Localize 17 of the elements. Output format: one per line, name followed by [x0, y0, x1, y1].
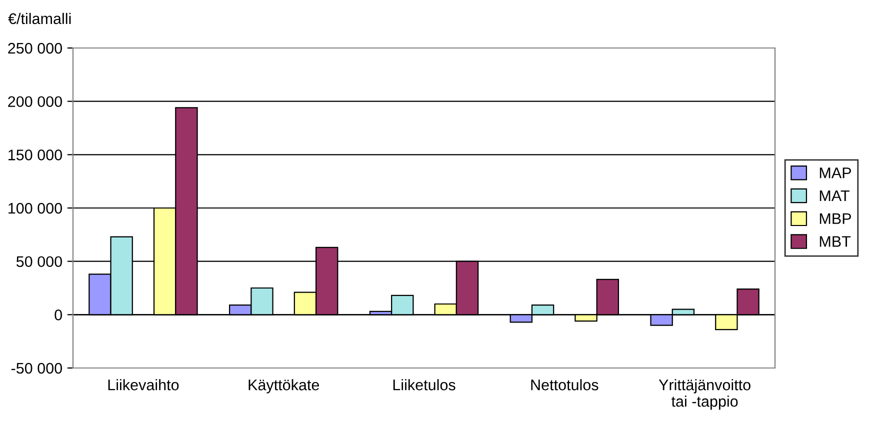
legend-label: MBT: [820, 236, 851, 247]
y-axis-title: €/tilamalli: [8, 12, 71, 24]
y-tick-label: 100 000: [8, 202, 62, 214]
legend-label: MAP: [820, 168, 851, 178]
y-tick-label: 200 000: [8, 96, 62, 108]
x-tick-label: Liiketulos: [393, 379, 456, 390]
legend-label: MBP: [820, 213, 851, 224]
y-tick-label: 50 000: [16, 256, 62, 268]
x-tick-label: Käyttökate: [248, 379, 320, 394]
y-tick-label: 0: [54, 310, 62, 320]
x-tick-label: Yrittäjänvoitto tai -tappio: [658, 379, 750, 410]
y-tick-label: 150 000: [8, 150, 62, 160]
legend-label: MAT: [820, 190, 850, 202]
y-tick-label: 250 000: [8, 42, 62, 54]
y-tick-label: -50 000: [11, 362, 62, 374]
x-tick-label: Nettotulos: [531, 379, 598, 390]
x-tick-label: Liikevaihto: [108, 379, 179, 390]
